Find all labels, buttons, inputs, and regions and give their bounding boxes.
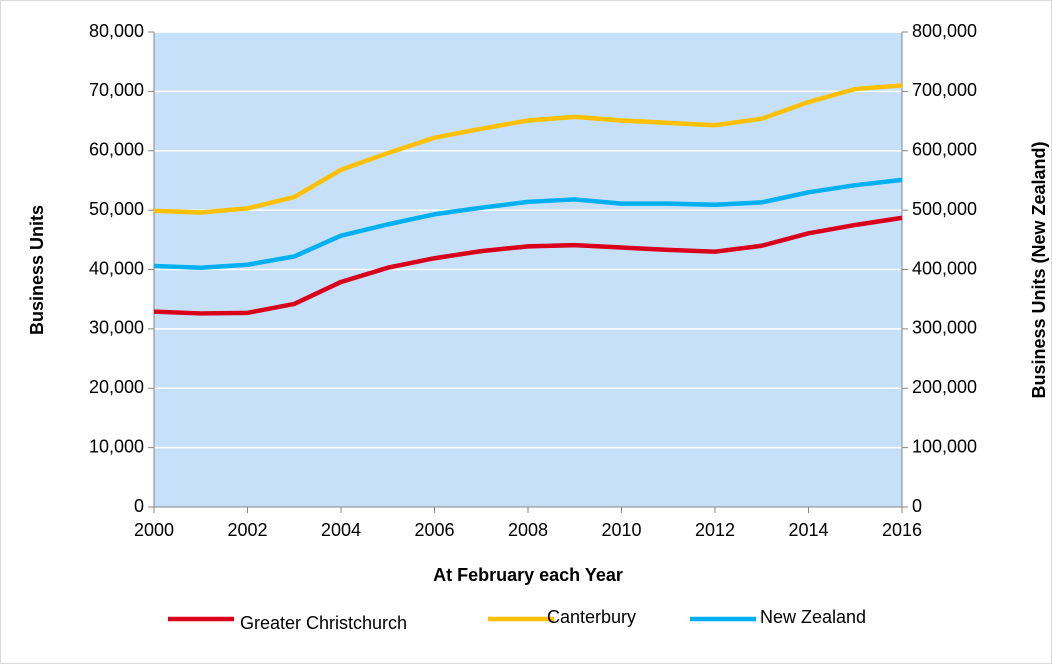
y-tick-label: 0 — [134, 496, 144, 516]
x-tick-label: 2004 — [321, 520, 361, 540]
y2-tick-label: 500,000 — [912, 199, 977, 219]
y-tick-label: 50,000 — [89, 199, 144, 219]
x-tick-label: 2006 — [414, 520, 454, 540]
y-tick-label: 40,000 — [89, 258, 144, 278]
series-line — [153, 83, 903, 215]
y2-tick-label: 100,000 — [912, 436, 977, 456]
x-tick-label: 2014 — [788, 520, 828, 540]
y-tick-label: 80,000 — [89, 21, 144, 41]
x-tick-label: 2012 — [695, 520, 735, 540]
legend-label: New Zealand — [760, 607, 866, 627]
x-tick-label: 2016 — [882, 520, 922, 540]
series-line — [153, 215, 903, 316]
y2-tick-label: 800,000 — [912, 21, 977, 41]
y-tick-label: 70,000 — [89, 80, 144, 100]
y2-tick-label: 700,000 — [912, 80, 977, 100]
y-tick-label: 10,000 — [89, 436, 144, 456]
series-line — [153, 177, 903, 270]
y-tick-label: 60,000 — [89, 140, 144, 160]
y2-tick-label: 400,000 — [912, 258, 977, 278]
y2-tick-label: 200,000 — [912, 377, 977, 397]
y2-tick-label: 300,000 — [912, 318, 977, 338]
x-tick-label: 2002 — [227, 520, 267, 540]
y2-axis-title: Business Units (New Zealand) — [1029, 141, 1049, 398]
y-tick-label: 30,000 — [89, 318, 144, 338]
y-axis-title: Business Units — [27, 205, 47, 335]
y2-tick-label: 0 — [912, 496, 922, 516]
x-tick-label: 2008 — [508, 520, 548, 540]
x-tick-label: 2010 — [601, 520, 641, 540]
x-tick-label: 2000 — [134, 520, 174, 540]
legend-label: Greater Christchurch — [240, 613, 407, 633]
y-tick-label: 20,000 — [89, 377, 144, 397]
y2-tick-label: 600,000 — [912, 140, 977, 160]
x-axis-title: At February each Year — [433, 565, 623, 585]
legend-label: Canterbury — [547, 607, 636, 627]
